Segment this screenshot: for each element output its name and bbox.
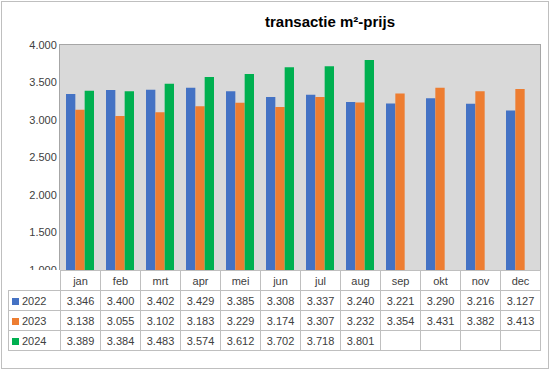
html-text:3.801: 3.801 — [346, 334, 375, 347]
html-text:jul: jul — [315, 274, 326, 287]
html-text:jan: jan — [73, 274, 88, 287]
html-text:aug: aug — [351, 274, 370, 287]
html-text:3.612: 3.612 — [226, 334, 255, 347]
html-text:3.183: 3.183 — [186, 314, 215, 327]
html-text:3.431: 3.431 — [426, 314, 455, 327]
html-text:dec: dec — [511, 274, 530, 287]
html-text:3.102: 3.102 — [146, 314, 175, 327]
html-text:mrt: mrt — [152, 274, 169, 287]
html-text:3.346: 3.346 — [66, 294, 95, 307]
html-text:3.574: 3.574 — [186, 334, 215, 347]
html-text:nov: nov — [471, 274, 490, 287]
html-text:3.240: 3.240 — [346, 294, 375, 307]
svg-text:3.500: 3.500 — [29, 76, 57, 88]
html-text:3.307: 3.307 — [306, 314, 335, 327]
html-text:3.402: 3.402 — [146, 294, 175, 307]
html-text:2023: 2023 — [22, 314, 47, 327]
svg-text:2.000: 2.000 — [29, 189, 57, 201]
svg-text:4.000: 4.000 — [29, 39, 57, 51]
html-text:apr: apr — [192, 274, 209, 287]
html-text:3.337: 3.337 — [306, 294, 335, 307]
html-text:3.232: 3.232 — [346, 314, 375, 327]
html-text:3.216: 3.216 — [466, 294, 495, 307]
html-text:3.174: 3.174 — [266, 314, 295, 327]
svg-text:transactie m²-prijs: transactie m²-prijs — [265, 13, 395, 30]
html-text:3.384: 3.384 — [106, 334, 135, 347]
html-text:3.382: 3.382 — [466, 314, 495, 327]
html-text:3.290: 3.290 — [426, 294, 455, 307]
html-text:feb: feb — [112, 274, 129, 287]
html-text:okt: okt — [433, 274, 448, 287]
html-text:3.400: 3.400 — [106, 294, 135, 307]
html-text:2022: 2022 — [22, 294, 47, 307]
html-text:3.138: 3.138 — [66, 314, 95, 327]
svg-text:2.500: 2.500 — [29, 151, 57, 163]
html-text:3.354: 3.354 — [386, 314, 415, 327]
svg-text:3.000: 3.000 — [29, 114, 57, 126]
html-text:3.127: 3.127 — [506, 294, 535, 307]
html-text:3.718: 3.718 — [306, 334, 335, 347]
html-text:2024: 2024 — [22, 334, 47, 347]
html-text:3.221: 3.221 — [386, 294, 415, 307]
html-text:3.229: 3.229 — [226, 314, 255, 327]
html-text:sep: sep — [391, 274, 410, 287]
svg-text:1.500: 1.500 — [29, 226, 57, 238]
html-text:3.385: 3.385 — [226, 294, 255, 307]
html-text:jun: jun — [273, 274, 288, 287]
html-text:3.389: 3.389 — [66, 334, 95, 347]
html-text:3.483: 3.483 — [146, 334, 175, 347]
html-text:3.702: 3.702 — [266, 334, 295, 347]
html-text:3.308: 3.308 — [266, 294, 295, 307]
html-text:3.055: 3.055 — [106, 314, 135, 327]
html-text:mei: mei — [231, 274, 250, 287]
html-text:3.429: 3.429 — [186, 294, 215, 307]
html-text:3.413: 3.413 — [506, 314, 535, 327]
